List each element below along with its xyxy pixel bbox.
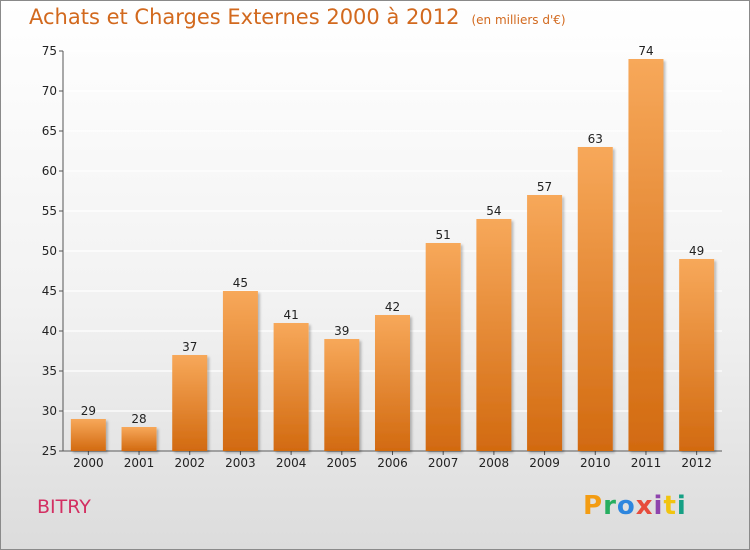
bar	[222, 291, 258, 451]
x-tick-label: 2011	[631, 456, 662, 470]
data-label: 39	[334, 324, 349, 338]
data-label: 49	[689, 244, 704, 258]
x-tick-label: 2003	[225, 456, 256, 470]
y-tick-label: 70	[42, 84, 57, 98]
y-tick-label: 55	[42, 204, 57, 218]
logo-letter: r	[603, 491, 617, 521]
logo-letter: P	[583, 491, 604, 521]
data-label: 51	[436, 228, 451, 242]
x-tick-label: 2002	[174, 456, 205, 470]
data-label: 74	[638, 44, 653, 58]
bar	[476, 219, 512, 451]
bar	[679, 259, 715, 451]
title-line: Achats et Charges Externes 2000 à 2012 (e…	[29, 5, 566, 29]
x-tick-label: 2005	[327, 456, 358, 470]
bar	[324, 339, 360, 451]
data-label: 42	[385, 300, 400, 314]
y-tick-label: 60	[42, 164, 57, 178]
x-tick-label: 2009	[529, 456, 560, 470]
bar	[273, 323, 309, 451]
y-tick-label: 65	[42, 124, 57, 138]
data-label: 57	[537, 180, 552, 194]
x-tick-label: 2006	[377, 456, 408, 470]
bar	[425, 243, 461, 451]
data-label: 45	[233, 276, 248, 290]
x-tick-label: 2000	[73, 456, 104, 470]
data-label: 29	[81, 404, 96, 418]
bar	[172, 355, 208, 451]
bar	[121, 427, 157, 451]
y-tick-label: 45	[42, 284, 57, 298]
y-tick-label: 40	[42, 324, 57, 338]
bar	[628, 59, 664, 451]
logo-letter: x	[635, 491, 654, 521]
x-tick-label: 2007	[428, 456, 459, 470]
logo-letter: o	[616, 491, 636, 521]
data-label: 54	[486, 204, 501, 218]
x-tick-label: 2001	[124, 456, 155, 470]
y-tick-label: 30	[42, 404, 57, 418]
data-label: 63	[588, 132, 603, 146]
label-layer: 29 28 37 45 41 39 42 51 54 57 63 74 49	[81, 44, 705, 426]
data-label: 37	[182, 340, 197, 354]
logo-letter: i	[653, 491, 664, 521]
bar	[70, 419, 106, 451]
y-tick-label: 75	[42, 44, 57, 58]
x-tick-label: 2008	[479, 456, 510, 470]
y-tick-label: 50	[42, 244, 57, 258]
y-tick-label: 25	[42, 444, 57, 458]
y-tick-label: 35	[42, 364, 57, 378]
proxiti-logo: Proxiti	[583, 491, 687, 521]
commune-name: BITRY	[37, 496, 91, 518]
data-label: 41	[283, 308, 298, 322]
chart-title: Achats et Charges Externes 2000 à 2012	[29, 5, 460, 29]
data-label: 28	[131, 412, 146, 426]
logo-letter: i	[676, 491, 687, 521]
x-tick-label: 2012	[681, 456, 712, 470]
x-tick-label: 2004	[276, 456, 307, 470]
chart-subtitle: (en milliers d'€)	[471, 13, 566, 27]
bar	[375, 315, 410, 451]
bar-layer	[70, 59, 715, 451]
bar	[577, 147, 613, 451]
x-tick-label: 2010	[580, 456, 611, 470]
logo-letter: t	[663, 491, 677, 521]
bar	[527, 195, 563, 451]
